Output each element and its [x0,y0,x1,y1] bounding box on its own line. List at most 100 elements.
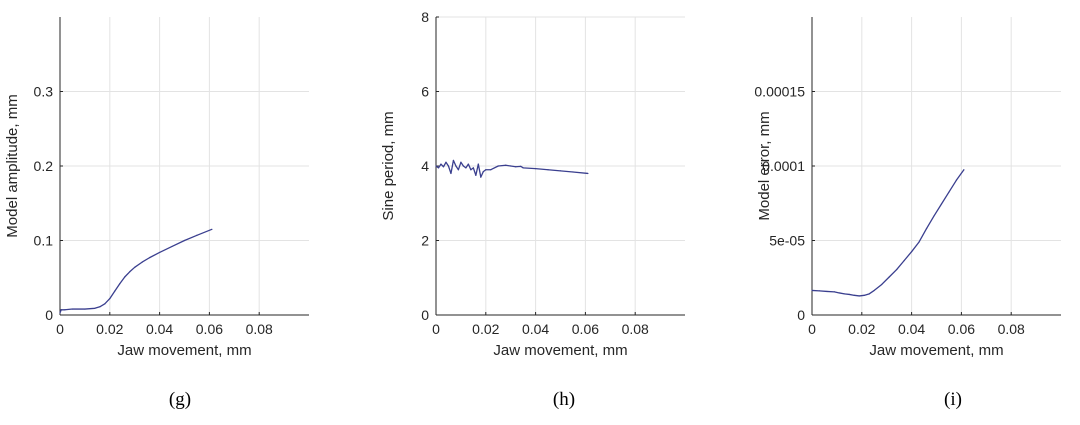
data-point [888,276,890,278]
data-point [460,161,462,163]
data-point [903,260,905,262]
data-point [933,215,935,217]
y-axis-title: Sine period, mm [380,111,397,220]
data-point [948,191,950,193]
data-point [59,312,61,314]
data-point [475,174,477,176]
data-point [925,227,928,230]
data-point [171,245,173,248]
data-point [587,172,589,175]
data-point [535,168,537,170]
data-point [853,294,855,296]
data-point [94,307,96,309]
y-axis-title: Model error, mm [756,111,773,220]
data-point [818,290,821,292]
data-point [442,166,445,168]
data-point [559,170,562,172]
x-tick-label: 0.06 [196,321,223,337]
series-line [59,228,213,314]
y-tick-label: 2 [421,233,429,249]
data-point [485,169,487,171]
data-point [858,295,860,297]
data-point [863,294,865,296]
panel-caption: (h) [553,389,575,410]
y-tick-label: 5e-05 [769,233,805,249]
x-tick-label: 0.04 [522,321,549,337]
series-line [435,159,588,178]
y-axis-title: Model amplitude, mm [4,94,21,237]
data-point [896,268,898,271]
data-point [881,283,883,286]
data-point [84,308,86,310]
data-point [141,261,143,263]
y-tick-label: 6 [421,84,429,100]
y-tick-label: 0.2 [34,158,54,174]
chart-panel-1: 0 0.02 0.04 0.06 0.08 0 2 4 6 8 Jaw movement, mm Si… [380,9,685,410]
data-point [482,170,484,173]
y-tick-label: 0 [797,307,805,323]
x-tick-label: 0.02 [472,321,499,337]
data-point [435,165,437,167]
x-tick-label: 0.04 [898,321,925,337]
data-point [450,172,452,175]
x-tick-label: 0.02 [96,321,123,337]
data-point [873,289,875,292]
x-axis-title: Jaw movement, mm [117,342,251,359]
data-point [547,169,549,171]
data-point [467,163,469,165]
data-point [149,257,151,259]
data-point [515,166,517,168]
data-point [490,169,492,171]
data-point [109,298,111,300]
data-point [211,228,213,230]
x-tick-label: 0.06 [948,321,975,337]
y-tick-label: 0.1 [34,233,54,249]
x-tick-label: 0.04 [146,321,173,337]
data-point [447,165,450,167]
x-axis-title: Jaw movement, mm [493,342,627,359]
data-point [114,290,116,292]
y-tick-label: 0.3 [34,84,54,100]
y-tick-label: 0.00015 [754,84,805,100]
data-point [457,169,460,171]
chart-panel-0: 0 0.02 0.04 0.06 0.08 0 0.1 0.2 0.3 Jaw movement,… [4,17,309,410]
data-point [497,165,499,167]
data-point [833,291,836,293]
data-point [826,290,828,293]
data-point [838,292,840,294]
x-tick-label: 0.06 [572,321,599,337]
y-tick-label: 8 [421,9,429,25]
data-point [440,163,442,165]
data-point [843,293,845,295]
data-point [572,171,574,173]
data-point [196,234,198,236]
data-point [437,167,440,169]
x-tick-label: 0.08 [622,321,649,337]
x-tick-label: 0 [56,321,64,337]
data-point [955,179,958,181]
data-point [963,169,965,171]
data-point [868,293,870,295]
y-tick-label: 0.0001 [762,158,805,174]
data-point [124,276,126,278]
panel-caption: (g) [169,389,191,410]
data-point [510,165,512,167]
data-point [520,165,522,167]
data-point [848,293,850,296]
data-point [71,308,74,310]
data-point [477,163,479,165]
x-axis-title: Jaw movement, mm [869,342,1003,359]
data-point [811,289,813,292]
data-point [134,266,136,268]
data-point [129,271,131,273]
y-tick-label: 0 [421,307,429,323]
data-point [465,167,467,169]
y-tick-label: 4 [421,158,429,174]
x-tick-label: 0.08 [998,321,1025,337]
x-tick-label: 0.02 [848,321,875,337]
panel-caption: (i) [944,389,962,410]
data-point [470,169,472,171]
data-point [918,241,920,243]
series-line [811,169,965,297]
